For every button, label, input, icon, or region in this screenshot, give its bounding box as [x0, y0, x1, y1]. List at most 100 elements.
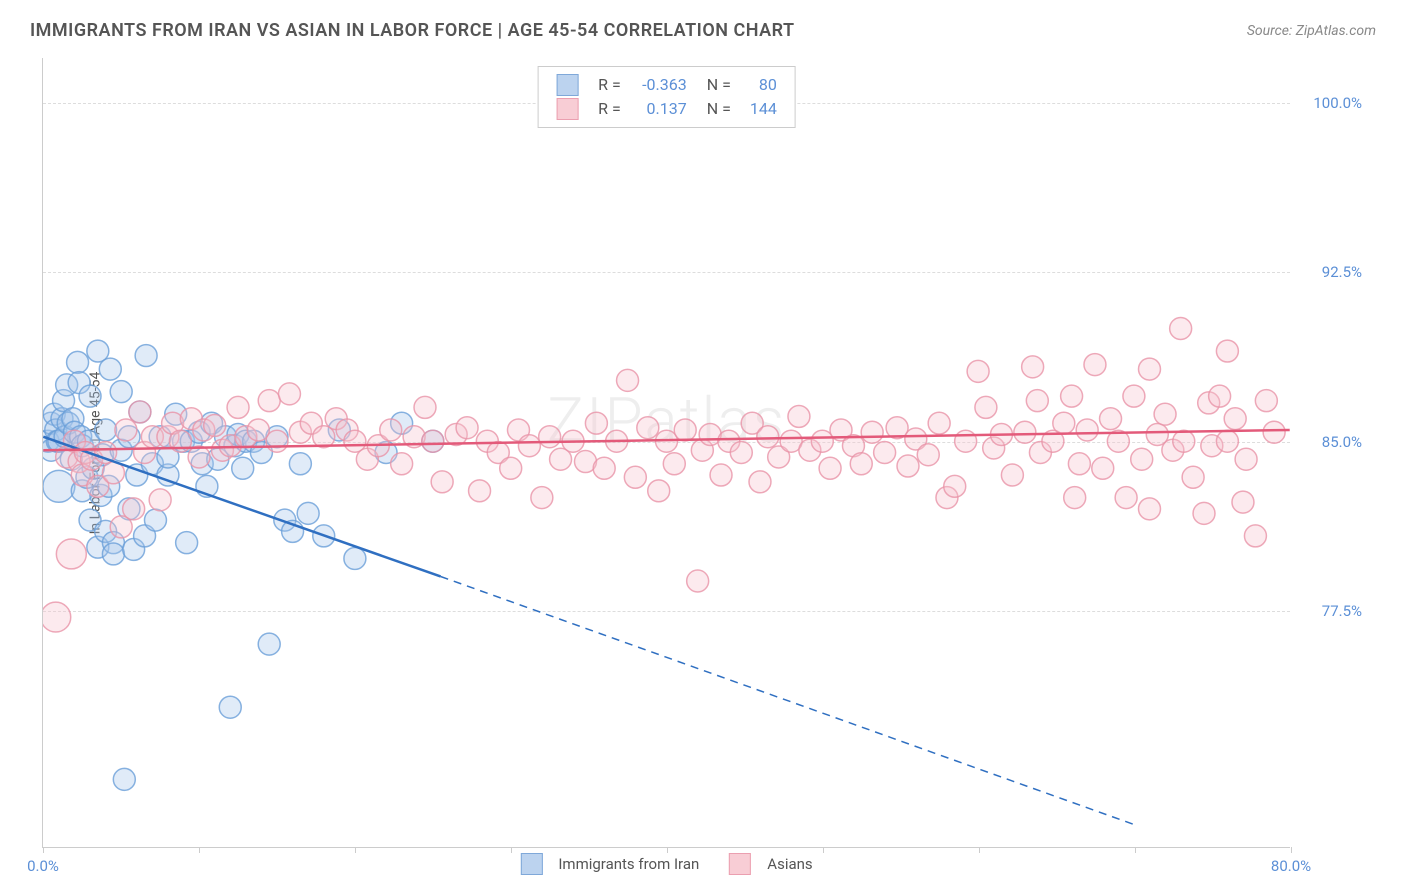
scatter-point-asian: [227, 396, 249, 418]
x-tick: [667, 847, 668, 853]
scatter-point-asian: [749, 471, 771, 493]
scatter-point-asian: [149, 489, 171, 511]
scatter-point-asian: [1064, 487, 1086, 509]
scatter-point-asian: [115, 419, 137, 441]
y-tick-label: 100.0%: [1313, 94, 1362, 112]
scatter-point-asian: [897, 455, 919, 477]
y-tick-label: 85.0%: [1322, 433, 1362, 451]
scatter-point-asian: [1092, 457, 1114, 479]
legend-row-iran: R = -0.363 N = 80: [556, 73, 777, 97]
source-label: Source: ZipAtlas.com: [1247, 23, 1376, 39]
scatter-point-asian: [1131, 448, 1153, 470]
scatter-point-iran: [110, 381, 132, 403]
x-tick: [979, 847, 980, 853]
scatter-point-asian: [928, 412, 950, 434]
scatter-point-asian: [531, 487, 553, 509]
scatter-point-asian: [1068, 453, 1090, 475]
scatter-point-asian: [469, 480, 491, 502]
scatter-point-asian: [710, 464, 732, 486]
scatter-point-iran: [176, 532, 198, 554]
scatter-point-asian: [129, 401, 151, 423]
scatter-point-iran: [232, 457, 254, 479]
scatter-point-asian: [204, 414, 226, 436]
scatter-point-asian: [500, 457, 522, 479]
scatter-point-asian: [944, 475, 966, 497]
scatter-point-asian: [1123, 385, 1145, 407]
r-value-asian: 0.137: [627, 97, 687, 121]
scatter-point-asian: [258, 390, 280, 412]
scatter-svg: [43, 58, 1290, 847]
scatter-point-asian: [1216, 340, 1238, 362]
n-value-iran: 80: [737, 73, 777, 97]
y-tick-label: 77.5%: [1322, 602, 1362, 620]
legend-swatch-iran: [556, 74, 578, 96]
legend-row-asian: R = 0.137 N = 144: [556, 97, 777, 121]
scatter-point-asian: [1061, 385, 1083, 407]
x-tick: [511, 847, 512, 853]
plot-area: ZIPatlas R = -0.363 N = 80 R = 0.137 N =…: [42, 58, 1290, 848]
scatter-point-asian: [850, 453, 872, 475]
legend-item-iran: Immigrants from Iran: [520, 853, 699, 875]
x-tick-label: 80.0%: [1271, 857, 1311, 875]
scatter-point-asian: [819, 457, 841, 479]
scatter-point-asian: [617, 369, 639, 391]
scatter-point-asian: [1026, 390, 1048, 412]
scatter-point-asian: [456, 417, 478, 439]
x-tick: [1291, 847, 1292, 853]
scatter-point-asian: [955, 430, 977, 452]
scatter-point-asian: [730, 442, 752, 464]
scatter-point-asian: [422, 430, 444, 452]
scatter-point-asian: [1173, 430, 1195, 452]
scatter-point-asian: [414, 396, 436, 418]
scatter-point-iran: [144, 509, 166, 531]
scatter-point-asian: [1235, 448, 1257, 470]
scatter-point-iran: [67, 351, 89, 373]
x-tick-label: 0.0%: [27, 857, 59, 875]
scatter-point-asian: [518, 435, 540, 457]
scatter-point-asian: [648, 480, 670, 502]
y-tick-label: 92.5%: [1322, 263, 1362, 281]
scatter-point-asian: [123, 498, 145, 520]
n-label: N =: [707, 97, 731, 121]
scatter-point-iran: [113, 768, 135, 790]
x-tick: [355, 847, 356, 853]
legend-item-asian: Asians: [729, 853, 812, 875]
scatter-point-iran: [344, 547, 366, 569]
series-legend: Immigrants from Iran Asians: [520, 853, 812, 875]
x-tick: [199, 847, 200, 853]
n-value-asian: 144: [737, 97, 777, 121]
scatter-point-asian: [1053, 412, 1075, 434]
scatter-point-asian: [1182, 466, 1204, 488]
scatter-point-asian: [1209, 385, 1231, 407]
scatter-point-iran: [99, 358, 121, 380]
scatter-point-asian: [1022, 356, 1044, 378]
scatter-point-asian: [1263, 421, 1285, 443]
x-tick: [1135, 847, 1136, 853]
scatter-point-asian: [380, 419, 402, 441]
scatter-point-asian: [266, 430, 288, 452]
scatter-point-asian: [861, 421, 883, 443]
scatter-point-asian: [1014, 421, 1036, 443]
scatter-point-asian: [674, 419, 696, 441]
scatter-point-asian: [1001, 464, 1023, 486]
scatter-point-asian: [1170, 318, 1192, 340]
legend-swatch-asian-icon: [729, 853, 751, 875]
scatter-point-asian: [637, 417, 659, 439]
scatter-point-iran: [102, 543, 124, 565]
scatter-point-asian: [757, 426, 779, 448]
scatter-point-asian: [585, 412, 607, 434]
scatter-point-asian: [1244, 525, 1266, 547]
r-label: R =: [598, 97, 621, 121]
scatter-point-asian: [967, 360, 989, 382]
scatter-point-iran: [135, 345, 157, 367]
scatter-point-asian: [278, 383, 300, 405]
regression-line-dashed-iran: [441, 576, 1134, 824]
scatter-point-asian: [1193, 502, 1215, 524]
scatter-point-asian: [975, 396, 997, 418]
scatter-point-asian: [1100, 408, 1122, 430]
scatter-point-asian: [391, 453, 413, 475]
scatter-point-asian: [687, 570, 709, 592]
scatter-point-asian: [1255, 390, 1277, 412]
scatter-point-asian: [917, 444, 939, 466]
scatter-point-iran: [258, 633, 280, 655]
